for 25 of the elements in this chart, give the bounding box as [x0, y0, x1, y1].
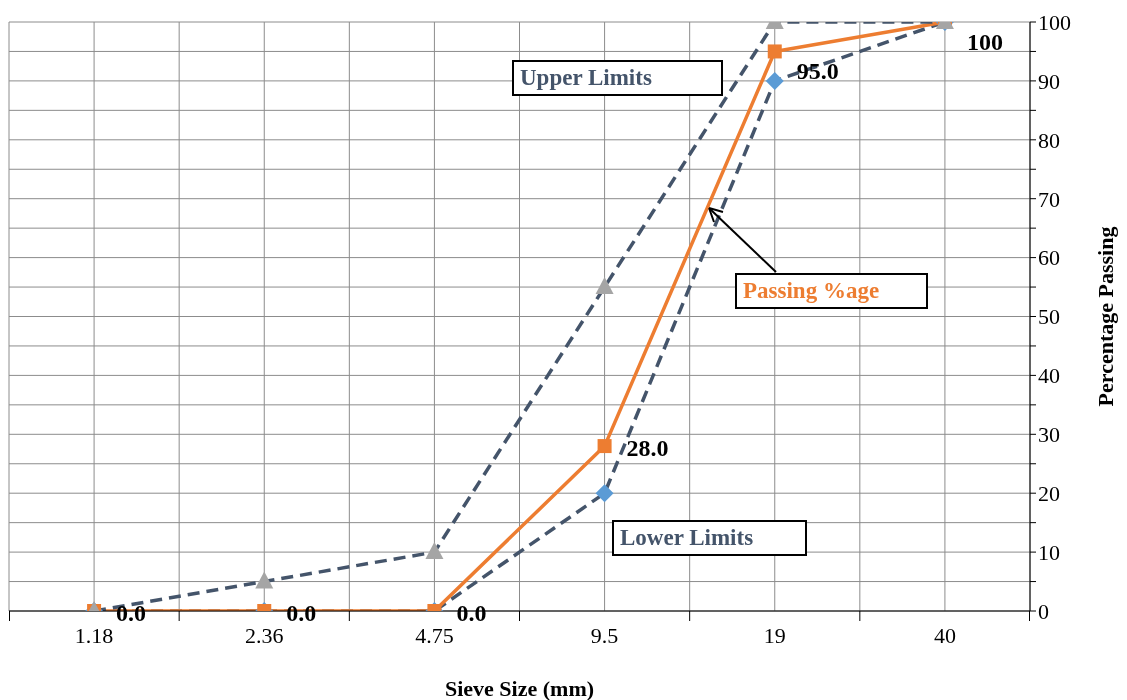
- x-tick-label: 2.36: [245, 622, 284, 648]
- text-box: Passing %age: [735, 273, 928, 309]
- x-tick-label: 19: [763, 622, 786, 648]
- y-tick-label: 90: [1038, 68, 1060, 94]
- y-tick-label: 20: [1038, 481, 1060, 507]
- data-label: 100: [966, 29, 1003, 55]
- x-axis-title: Sieve Size (mm): [444, 676, 595, 700]
- y-axis-title: Percentage Passing: [1092, 226, 1118, 407]
- x-tick-label: 4.75: [415, 622, 454, 648]
- y-tick-label: 0: [1038, 598, 1049, 624]
- y-tick-label: 50: [1038, 304, 1060, 330]
- y-tick-label: 80: [1038, 127, 1060, 153]
- data-label: 28.0: [626, 435, 669, 462]
- y-tick-label: 100: [1038, 9, 1071, 35]
- y-tick-label: 60: [1038, 245, 1060, 271]
- x-tick-label: 40: [933, 622, 956, 648]
- x-tick-label: 1.18: [74, 622, 114, 648]
- text-box: Lower Limits: [612, 520, 807, 556]
- y-tick-label: 10: [1038, 539, 1060, 565]
- y-tick-label: 70: [1038, 186, 1060, 212]
- text-box: Upper Limits: [512, 60, 723, 96]
- x-tick-label: 9.5: [590, 622, 619, 648]
- data-label: 95.0: [796, 58, 839, 85]
- y-tick-label: 40: [1038, 363, 1060, 389]
- y-tick-label: 30: [1038, 422, 1060, 448]
